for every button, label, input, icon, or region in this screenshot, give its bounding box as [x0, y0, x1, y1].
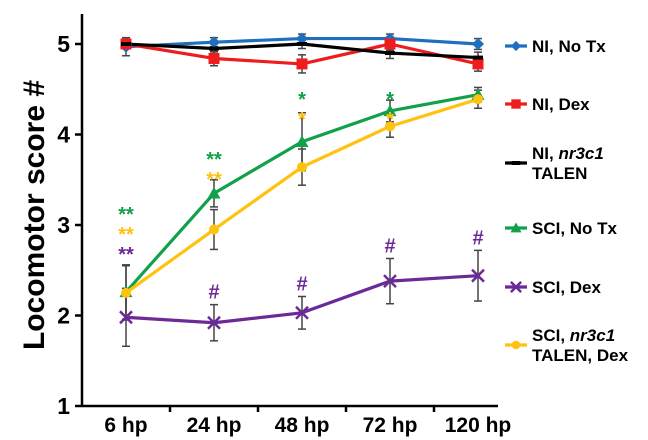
- data-point: [121, 287, 131, 298]
- legend-entry: NI, nr3c1 TALEN: [505, 144, 604, 183]
- axes: 1 2 3 4 5 6 hp 24 hp 48 hp 72 hp 120 hp: [57, 14, 511, 437]
- hash-mark: #: [296, 273, 307, 295]
- y-tick-label: 5: [57, 31, 70, 57]
- data-point: [208, 52, 220, 64]
- legend-label: NI, Dex: [532, 95, 590, 114]
- data-point: [208, 36, 220, 49]
- data-point: [297, 42, 307, 46]
- data-point: [471, 268, 485, 283]
- significance-mark: **: [206, 169, 222, 191]
- legend-label: SCI, Dex: [532, 278, 602, 297]
- significance-mark: *: [386, 89, 394, 111]
- hash-mark: #: [384, 235, 395, 257]
- legend-entry: SCI, nr3c1 TALEN, Dex: [505, 326, 629, 365]
- significance-mark: **: [118, 224, 134, 246]
- significance-mark: *: [298, 109, 306, 131]
- x-tick-label: 24 hp: [187, 414, 242, 437]
- data-point: [473, 94, 483, 105]
- legend: NI, No Tx NI, Dex NI, nr3c1 TALEN SCI, No Tx…: [505, 37, 629, 365]
- hash-mark: #: [472, 227, 483, 249]
- y-axis-label: Locomotor score #: [18, 80, 51, 350]
- data-point: [209, 46, 219, 51]
- data-point: [121, 42, 131, 46]
- data-point: [295, 305, 309, 320]
- series-markers: [119, 32, 485, 330]
- data-point: [295, 135, 309, 147]
- data-point: [383, 274, 397, 288]
- error-bars: [122, 33, 482, 348]
- data-point: [511, 340, 521, 350]
- data-point: [385, 51, 395, 56]
- y-tick-label: 2: [57, 303, 70, 329]
- significance-mark: **: [118, 204, 134, 226]
- significance-mark: *: [386, 109, 394, 131]
- data-point: [472, 58, 484, 70]
- data-point: [510, 40, 522, 52]
- data-point: [297, 162, 307, 173]
- data-point: [207, 186, 221, 199]
- legend-entry: NI, Dex: [505, 95, 590, 114]
- y-tick-label: 4: [57, 122, 70, 148]
- data-point: [511, 99, 521, 109]
- legend-label: SCI, No Tx: [532, 219, 618, 238]
- data-point: [511, 161, 521, 165]
- data-point: [472, 38, 484, 50]
- data-point: [296, 58, 308, 70]
- significance-mark: *: [298, 89, 306, 111]
- data-point: [383, 104, 397, 117]
- data-point: [473, 55, 483, 60]
- y-tick-label: 1: [57, 393, 70, 419]
- legend-entry: SCI, No Tx: [505, 219, 618, 238]
- data-point: [385, 121, 395, 132]
- legend-label: NI, nr3c1 TALEN: [532, 144, 604, 183]
- data-point: [384, 38, 396, 50]
- x-tick-label: 120 hp: [445, 414, 512, 437]
- data-point: [296, 32, 308, 45]
- x-tick-label: 72 hp: [363, 414, 418, 437]
- data-point: [119, 310, 133, 325]
- significance-mark: **: [206, 149, 222, 171]
- y-tick-label: 3: [57, 212, 70, 238]
- x-tick-label: 6 hp: [104, 414, 147, 437]
- significance-mark: **: [118, 244, 134, 266]
- hash-mark: #: [208, 282, 219, 304]
- legend-entry: SCI, Dex: [505, 278, 602, 297]
- data-point: [207, 315, 221, 330]
- x-tick-label: 48 hp: [275, 414, 330, 437]
- data-point: [510, 281, 522, 293]
- data-point: [510, 222, 522, 233]
- significance-annotations: **************# ## #: [118, 89, 483, 304]
- legend-label: SCI, nr3c1 TALEN, Dex: [532, 326, 629, 365]
- legend-entry: NI, No Tx: [505, 37, 606, 56]
- legend-label: NI, No Tx: [532, 37, 606, 56]
- data-point: [209, 224, 219, 235]
